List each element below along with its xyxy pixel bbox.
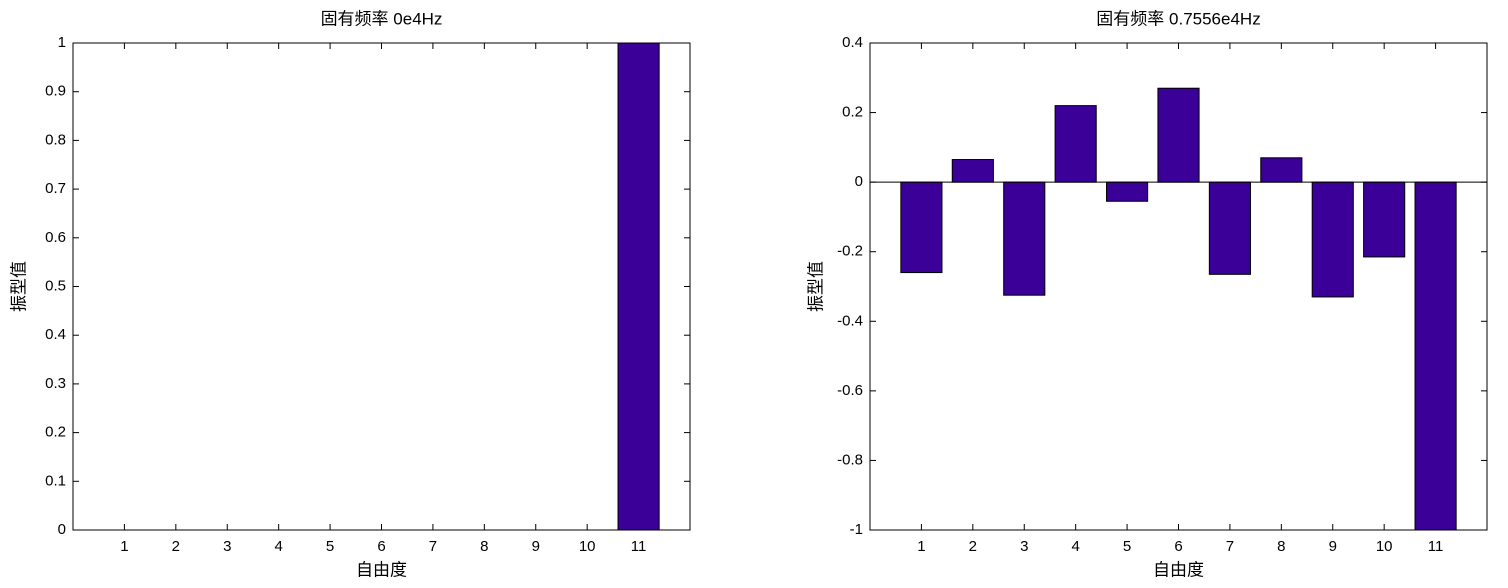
bar: [1208, 181, 1251, 275]
bar: [1363, 181, 1406, 258]
y-tick-label: -0.6: [837, 382, 863, 399]
y-tick-label: 0.5: [45, 277, 66, 294]
x-tick-label: 3: [223, 538, 231, 555]
bar: [951, 159, 994, 183]
y-tick-label: 1: [58, 34, 66, 51]
x-tick-label: 1: [917, 538, 925, 555]
x-tick-label: 5: [326, 538, 334, 555]
y-tick-label: 0.8: [45, 131, 66, 148]
x-tick-label: 11: [1428, 538, 1444, 555]
x-tick-label: 1: [120, 538, 128, 555]
x-tick-label: 9: [1329, 538, 1337, 555]
bar: [1106, 181, 1149, 202]
y-tick-label: -0.8: [837, 451, 863, 468]
bar: [1260, 157, 1303, 183]
chart-title: 固有频率 0.7556e4Hz: [1096, 9, 1260, 28]
y-tick-label: 0: [855, 173, 863, 190]
x-tick-label: 7: [1226, 538, 1234, 555]
x-tick-label: 5: [1123, 538, 1131, 555]
bar: [1414, 181, 1457, 531]
x-tick-label: 8: [480, 538, 488, 555]
y-tick-label: -0.4: [837, 312, 863, 329]
y-tick-label: -1: [850, 521, 863, 538]
y-tick-label: -0.2: [837, 243, 863, 260]
x-tick-label: 7: [429, 538, 437, 555]
x-tick-label: 6: [1174, 538, 1182, 555]
x-axis-label: 自由度: [356, 560, 407, 579]
x-tick-label: 8: [1277, 538, 1285, 555]
y-axis-label: 振型值: [9, 261, 28, 312]
bar: [900, 181, 943, 274]
bar: [1003, 181, 1046, 296]
y-tick-label: 0.2: [45, 424, 66, 441]
y-tick-label: 0.3: [45, 375, 66, 392]
x-tick-label: 9: [532, 538, 540, 555]
x-tick-label: 4: [1071, 538, 1079, 555]
bar: [1157, 87, 1200, 183]
y-tick-label: 0.1: [45, 472, 66, 489]
bar: [617, 42, 660, 531]
chart-title: 固有频率 0e4Hz: [321, 9, 443, 28]
x-tick-label: 3: [1020, 538, 1028, 555]
y-tick-label: 0.7: [45, 180, 66, 197]
bar: [1054, 105, 1097, 183]
x-tick-label: 10: [579, 538, 596, 555]
x-tick-label: 2: [172, 538, 180, 555]
y-tick-label: 0.4: [45, 326, 66, 343]
y-axis-label: 振型值: [806, 261, 825, 312]
x-axis-label: 自由度: [1153, 560, 1204, 579]
x-tick-label: 2: [969, 538, 977, 555]
y-tick-label: 0.6: [45, 229, 66, 246]
y-tick-label: 0.9: [45, 83, 66, 100]
bar: [1311, 181, 1354, 298]
x-tick-label: 4: [274, 538, 282, 555]
x-tick-label: 6: [377, 538, 385, 555]
y-tick-label: 0: [58, 521, 66, 538]
x-tick-label: 10: [1376, 538, 1393, 555]
y-tick-label: 0.4: [842, 34, 863, 51]
x-tick-label: 11: [631, 538, 647, 555]
plot-area: [72, 42, 691, 531]
y-tick-label: 0.2: [842, 104, 863, 121]
